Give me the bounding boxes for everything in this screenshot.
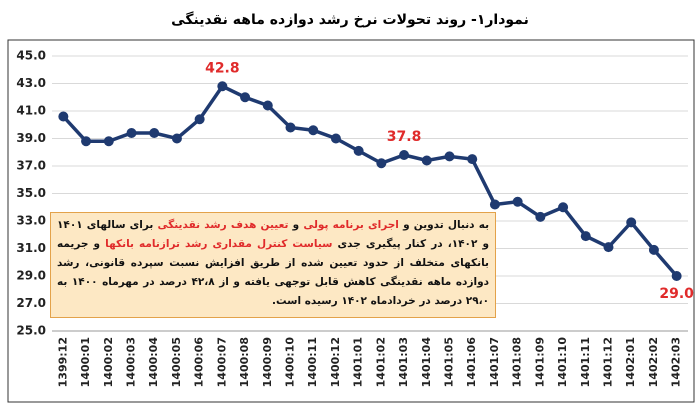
x-tick-label: 1401:01: [352, 337, 365, 387]
y-tick-label: 33.0: [16, 214, 46, 228]
data-point: [444, 151, 455, 162]
data-label: 42.8: [205, 60, 240, 76]
x-tick-label: 1400:05: [170, 337, 183, 387]
x-tick-label: 1401:06: [465, 337, 478, 388]
data-point: [399, 150, 410, 160]
data-point: [262, 100, 273, 111]
data-point: [285, 122, 296, 133]
chart-title: نمودار۱- روند تحولات نرخ رشد دوازده ماهه…: [171, 11, 529, 28]
data-point: [240, 92, 251, 103]
x-tick-label: 1401:12: [602, 337, 615, 387]
x-tick-label: 1400:01: [79, 337, 92, 387]
x-tick-label: 1401:10: [556, 337, 569, 388]
x-tick-label: 1400:08: [238, 337, 251, 387]
x-tick-label: 1400:10: [284, 337, 297, 388]
y-tick-label: 31.0: [16, 241, 46, 255]
y-tick-label: 35.0: [16, 186, 46, 200]
data-point: [58, 111, 69, 122]
data-label: 37.8: [387, 129, 422, 145]
data-point: [103, 136, 114, 147]
x-tick-label: 1401:05: [443, 337, 456, 387]
data-point: [512, 196, 523, 207]
data-point: [126, 128, 137, 138]
data-point: [626, 217, 637, 228]
data-label: 29.0: [659, 286, 694, 302]
x-tick-label: 1401:04: [420, 337, 433, 388]
x-tick-label: 1399:12: [56, 337, 69, 387]
y-tick-label: 43.0: [16, 76, 46, 90]
x-tick-label: 1400:06: [193, 337, 206, 388]
x-tick-label: 1400:12: [329, 337, 342, 387]
data-point: [603, 242, 614, 253]
annotation: به دنبال تدوین و اجرای برنامه پولی و تعی…: [50, 212, 496, 318]
series-line: [62, 84, 678, 278]
x-tick-label: 1400:03: [125, 337, 138, 387]
x-tick-label: 1402:03: [670, 337, 683, 387]
y-tick-label: 39.0: [16, 131, 46, 145]
annotation-text: و جریمه بانکهای متخلف از حدود تعیین شده …: [57, 238, 490, 307]
x-tick-label: 1401:03: [397, 337, 410, 387]
x-tick-label: 1401:07: [488, 337, 501, 387]
data-point: [353, 145, 364, 156]
data-point: [149, 128, 160, 138]
x-tick-label: 1401:02: [374, 337, 387, 387]
annotation-text: اجرای برنامه پولی: [303, 219, 399, 231]
y-tick-label: 29.0: [16, 269, 46, 283]
data-point: [217, 81, 228, 92]
data-point: [81, 136, 92, 147]
annotation-text: و: [288, 219, 304, 231]
x-tick-label: 1400:07: [215, 337, 228, 387]
data-point: [558, 202, 569, 213]
data-point: [648, 244, 659, 255]
x-tick-label: 1401:08: [511, 337, 524, 387]
x-tick-label: 1401:11: [579, 337, 592, 387]
data-point: [171, 133, 182, 144]
x-tick-label: 1400:02: [102, 337, 115, 387]
data-point: [580, 231, 591, 242]
annotation-text: برای سالهای ۱۴۰۱ و ۱۴۰۲، در کنار پیگیری …: [57, 219, 489, 250]
data-point: [489, 199, 500, 210]
data-point: [421, 155, 432, 166]
x-tick-label: 1401:09: [533, 337, 546, 387]
data-point: [535, 211, 546, 222]
annotation-text: تعیین هدف رشد نقدینگی: [157, 219, 289, 231]
x-tick-label: 1402:01: [624, 337, 637, 387]
y-tick-label: 25.0: [16, 324, 46, 338]
x-tick-label: 1400:09: [261, 337, 274, 387]
y-tick-label: 37.0: [16, 159, 46, 173]
annotation-text: به دنبال تدوین و: [398, 219, 490, 231]
data-point: [467, 154, 478, 165]
y-tick-label: 45.0: [16, 49, 46, 63]
data-point: [330, 133, 341, 144]
y-tick-label: 27.0: [16, 296, 46, 310]
data-point: [671, 271, 682, 281]
annotation-text: سیاست کنترل مقداری رشد ترازنامه بانکها: [105, 238, 333, 250]
x-tick-label: 1402:02: [647, 337, 660, 387]
x-tick-label: 1400:04: [147, 337, 160, 388]
x-tick-label: 1400:11: [306, 337, 319, 387]
data-point: [376, 158, 387, 169]
data-point: [194, 114, 205, 125]
data-point: [308, 125, 319, 136]
chart-frame: [7, 39, 695, 403]
y-tick-label: 41.0: [16, 104, 46, 118]
